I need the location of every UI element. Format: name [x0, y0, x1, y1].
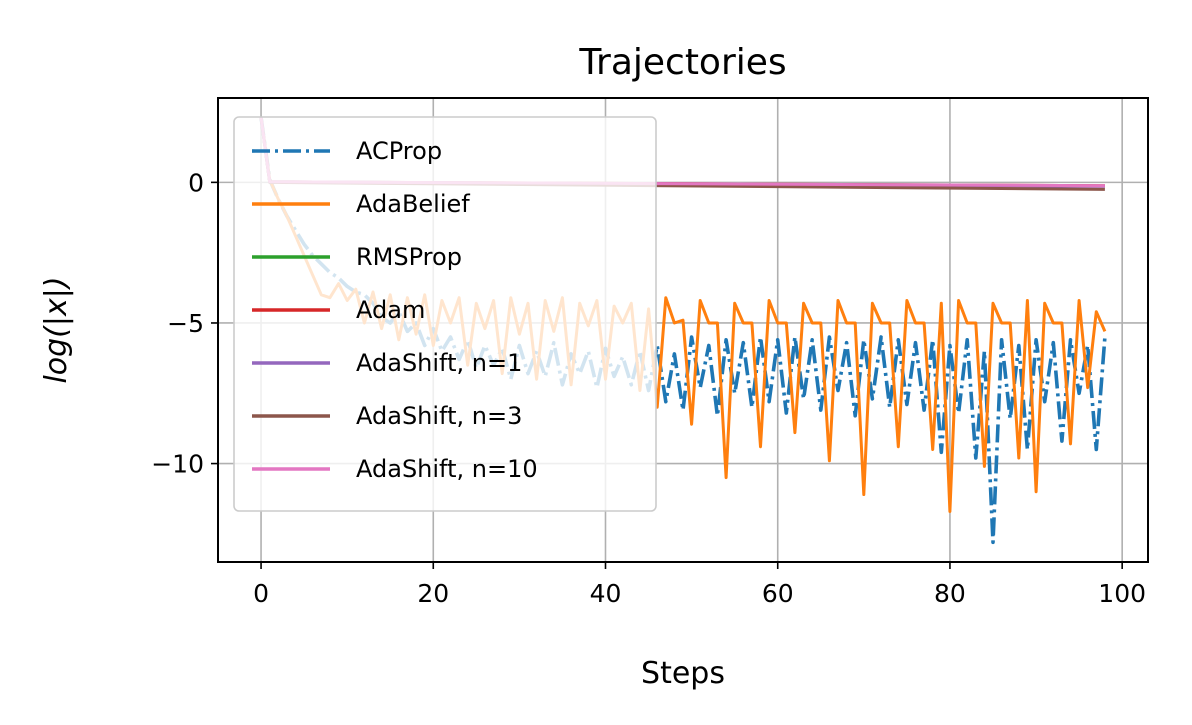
- axis-ticks: 0 20 40 60 80 100 0 −5 −10: [151, 168, 1146, 608]
- y-tick-label: −5: [167, 309, 204, 338]
- x-tick-label: 100: [1098, 579, 1146, 608]
- legend-box: [233, 116, 657, 512]
- plot-frame: [217, 97, 1149, 563]
- chart-title: Trajectories: [578, 42, 786, 83]
- x-tick-label: 60: [762, 579, 794, 608]
- x-tick-label: 80: [934, 579, 966, 608]
- x-tick-label: 40: [590, 579, 622, 608]
- x-tick-label: 0: [253, 579, 269, 608]
- legend-label: Adam: [356, 296, 425, 324]
- y-tick-label: −10: [151, 450, 204, 479]
- legend: ACProp AdaBelief RMSProp Adam AdaShift, n=1 A…: [233, 116, 657, 512]
- legend-label: AdaShift, n=10: [356, 455, 538, 483]
- legend-label: ACProp: [356, 137, 442, 165]
- y-axis-label: log(|x|): [39, 276, 74, 383]
- x-axis-label: Steps: [641, 656, 725, 691]
- legend-label: RMSProp: [356, 243, 462, 271]
- legend-label: AdaBelief: [356, 190, 470, 218]
- y-tick-label: 0: [188, 168, 204, 197]
- legend-label: AdaShift, n=1: [356, 349, 522, 377]
- series-line-acprop: [259, 117, 1107, 545]
- x-tick-label: 20: [417, 579, 449, 608]
- legend-label: AdaShift, n=3: [356, 402, 522, 430]
